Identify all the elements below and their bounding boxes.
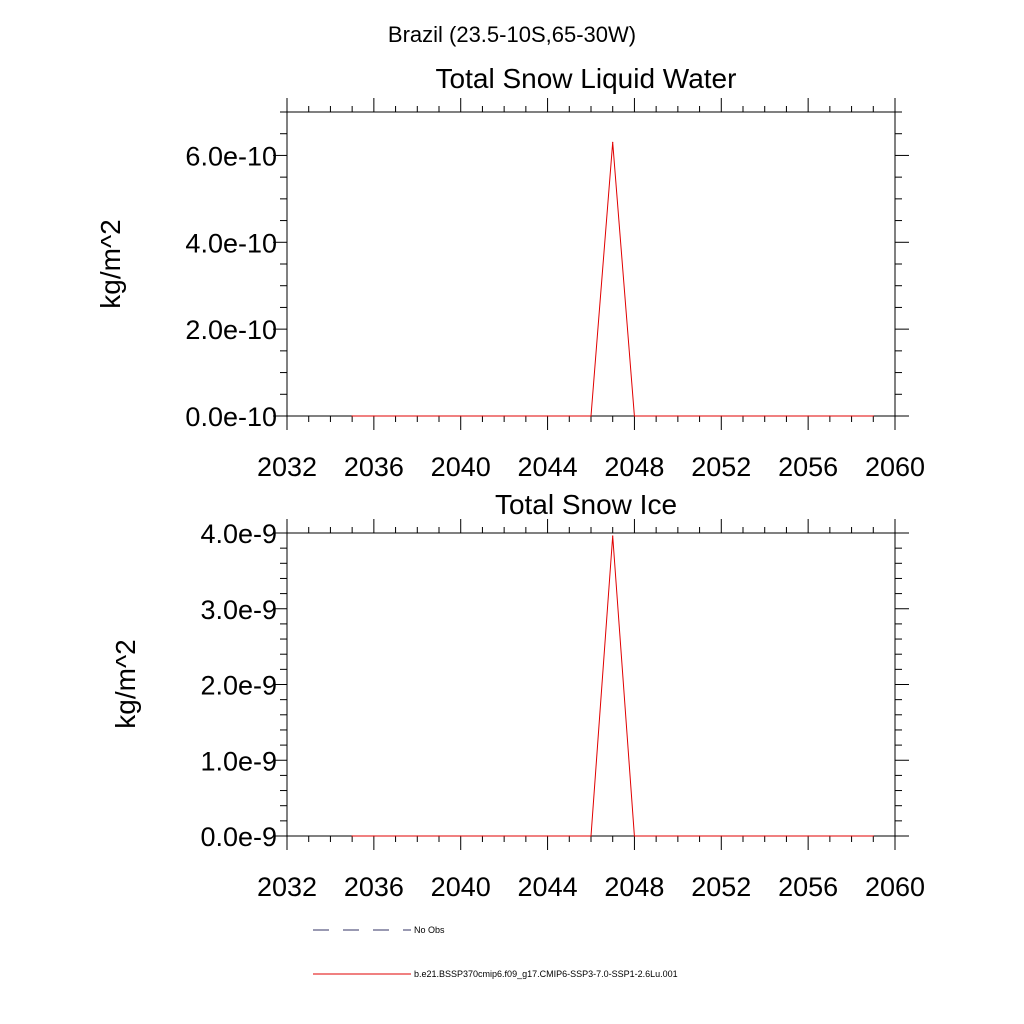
data-point xyxy=(677,835,679,837)
data-point xyxy=(416,415,418,417)
x-tick-label: 2036 xyxy=(344,452,404,482)
data-point xyxy=(481,835,484,837)
data-point xyxy=(590,415,592,417)
data-point xyxy=(460,415,462,417)
data-point xyxy=(764,835,766,837)
data-point xyxy=(807,835,809,837)
x-tick-label: 2048 xyxy=(604,872,664,902)
x-tick-label: 2040 xyxy=(431,452,491,482)
data-point xyxy=(850,415,853,417)
data-point xyxy=(481,415,484,417)
data-point xyxy=(785,415,788,417)
panels: Total Snow Liquid Water kg/m^2 2032 2036 204… xyxy=(95,63,925,902)
data-point xyxy=(568,415,570,417)
data-point xyxy=(546,835,549,837)
legend-item-model: b.e21.BSSP370cmip6.f09_g17.CMIP6-SSP3-7.… xyxy=(313,969,678,979)
panel-1: Total Snow Liquid Water kg/m^2 2032 2036 204… xyxy=(95,63,925,482)
panel-2: Total Snow Ice kg/m^2 2032 2036 2040 2044 2048… xyxy=(110,489,925,902)
data-point xyxy=(373,835,375,837)
data-point xyxy=(633,835,636,837)
data-point xyxy=(850,835,853,837)
x-tick-label: 2052 xyxy=(691,872,751,902)
data-point xyxy=(394,835,397,837)
data-point xyxy=(807,415,809,417)
data-point xyxy=(742,835,744,837)
data-point xyxy=(612,535,614,537)
legend-label-no-obs: No Obs xyxy=(414,925,445,935)
data-point xyxy=(633,415,636,417)
data-point xyxy=(351,415,353,417)
x-tick-label: 2056 xyxy=(778,872,838,902)
y-axis-label: kg/m^2 xyxy=(95,219,126,308)
data-point xyxy=(698,835,701,837)
data-point xyxy=(829,835,831,837)
data-point xyxy=(829,415,831,417)
data-point xyxy=(655,415,657,417)
y-tick-label: 2.0e-9 xyxy=(200,671,277,701)
plot-frame xyxy=(286,111,896,417)
data-point xyxy=(698,415,701,417)
x-tick-label: 2048 xyxy=(604,452,664,482)
legend: No Obs b.e21.BSSP370cmip6.f09_g17.CMIP6-… xyxy=(313,925,678,979)
data-point xyxy=(677,415,679,417)
data-point xyxy=(503,415,505,417)
data-point xyxy=(503,835,505,837)
data-point xyxy=(438,835,440,837)
data-point xyxy=(742,415,744,417)
y-tick-label: 3.0e-9 xyxy=(200,595,277,625)
y-tick-label: 0.0e-9 xyxy=(200,822,277,852)
data-point xyxy=(525,835,527,837)
data-point xyxy=(373,415,375,417)
data-point xyxy=(720,835,722,837)
data-point xyxy=(525,415,527,417)
x-tick-label: 2060 xyxy=(865,872,925,902)
panel-title: Total Snow Liquid Water xyxy=(436,63,737,94)
y-tick-label: 0.0e-10 xyxy=(185,402,277,432)
data-point xyxy=(416,835,418,837)
data-point xyxy=(872,835,874,837)
y-axis-label: kg/m^2 xyxy=(110,639,141,728)
main-title: Brazil (23.5-10S,65-30W) xyxy=(388,22,636,47)
y-tick-label: 1.0e-9 xyxy=(200,746,277,776)
data-point xyxy=(720,415,722,417)
x-tick-label: 2044 xyxy=(518,452,578,482)
x-tick-label: 2032 xyxy=(257,452,317,482)
y-tick-label: 2.0e-10 xyxy=(185,315,277,345)
legend-label-model: b.e21.BSSP370cmip6.f09_g17.CMIP6-SSP3-7.… xyxy=(414,969,678,979)
y-tick-label: 4.0e-9 xyxy=(200,519,277,549)
x-tick-label: 2036 xyxy=(344,872,404,902)
data-point xyxy=(394,415,397,417)
x-tick-label: 2044 xyxy=(518,872,578,902)
data-point xyxy=(612,141,614,143)
data-point xyxy=(590,835,592,837)
data-point xyxy=(438,415,440,417)
x-tick-label: 2032 xyxy=(257,872,317,902)
y-tick-label: 6.0e-10 xyxy=(185,141,277,171)
data-point xyxy=(764,415,766,417)
x-tick-label: 2056 xyxy=(778,452,838,482)
panel-title: Total Snow Ice xyxy=(495,489,677,520)
data-point xyxy=(655,835,657,837)
legend-item-no-obs: No Obs xyxy=(313,925,445,935)
plot-frame xyxy=(286,532,896,837)
data-point xyxy=(568,835,570,837)
x-tick-label: 2040 xyxy=(431,872,491,902)
x-tick-label: 2060 xyxy=(865,452,925,482)
series-line xyxy=(352,142,874,417)
y-tick-label: 4.0e-10 xyxy=(185,228,277,258)
data-point xyxy=(872,415,874,417)
data-point xyxy=(546,415,549,417)
data-point xyxy=(785,835,788,837)
x-tick-label: 2052 xyxy=(691,452,751,482)
series-line xyxy=(352,535,874,837)
data-point xyxy=(460,835,462,837)
data-point xyxy=(351,835,353,837)
